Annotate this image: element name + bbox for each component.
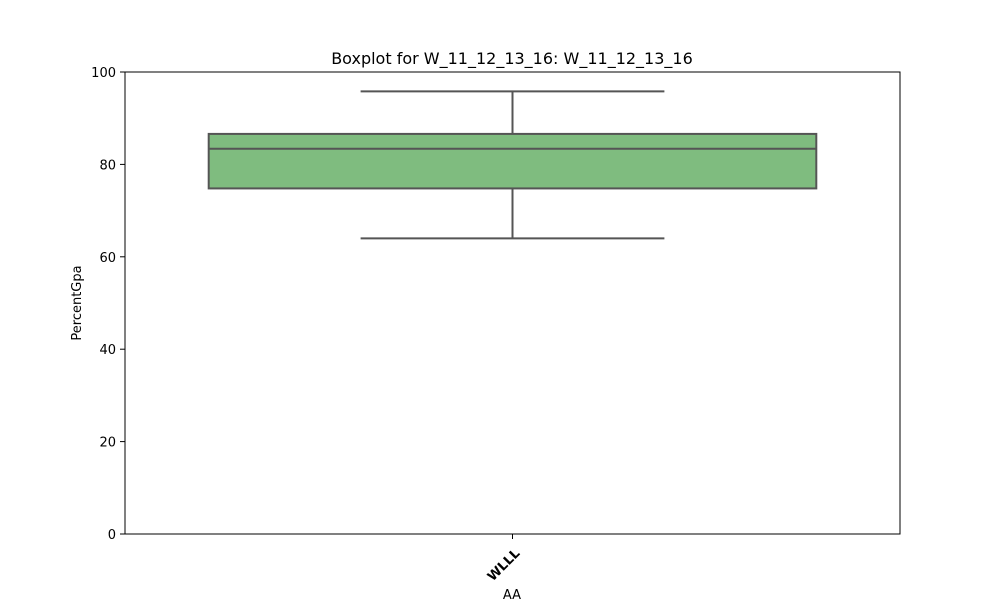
y-tick-label: 100 [91, 66, 116, 81]
x-axis: WLLL [485, 534, 523, 585]
y-axis-label: PercentGpa [70, 265, 85, 340]
y-tick-label: 40 [99, 343, 116, 358]
y-tick-label: 0 [108, 528, 116, 543]
x-category-label: WLLL [485, 546, 523, 584]
y-tick-label: 20 [99, 436, 116, 451]
iqr-box [207, 132, 818, 190]
y-tick-label: 80 [99, 158, 116, 173]
y-tick-label: 60 [99, 251, 116, 266]
chart-title: Boxplot for W_11_12_13_16: W_11_12_13_16 [331, 49, 693, 69]
y-axis: 0 20 40 60 80 100 [91, 66, 125, 543]
x-axis-label: AA [503, 588, 521, 600]
box-wlll [207, 90, 818, 240]
